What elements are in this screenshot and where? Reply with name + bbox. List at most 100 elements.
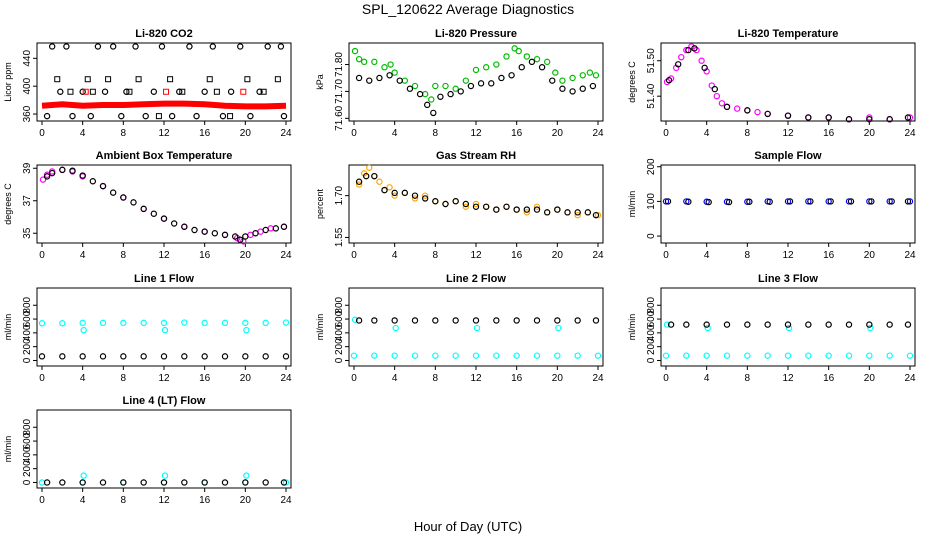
data-point bbox=[57, 88, 64, 95]
data-point bbox=[59, 320, 66, 327]
data-point bbox=[723, 103, 731, 111]
x-tick-label: 16 bbox=[823, 250, 835, 261]
data-point bbox=[105, 76, 112, 83]
series-3 bbox=[41, 100, 287, 110]
data-point bbox=[691, 45, 698, 52]
data-point bbox=[381, 64, 388, 71]
data-point bbox=[38, 353, 46, 360]
data-point bbox=[906, 114, 914, 121]
data-point bbox=[371, 352, 378, 359]
data-point bbox=[140, 479, 147, 486]
data-point bbox=[221, 353, 229, 360]
data-point bbox=[401, 189, 409, 197]
data-point bbox=[355, 181, 363, 188]
data-point bbox=[421, 195, 429, 202]
data-point bbox=[549, 77, 556, 84]
data-point bbox=[744, 198, 751, 205]
data-point bbox=[807, 198, 814, 205]
data-point bbox=[140, 319, 147, 327]
data-point bbox=[675, 61, 682, 68]
data-point bbox=[564, 209, 571, 216]
data-point bbox=[437, 93, 444, 100]
data-point bbox=[665, 77, 673, 84]
x-tick-label: 8 bbox=[121, 250, 127, 261]
y-tick-label: 200 bbox=[646, 338, 657, 355]
data-point bbox=[533, 352, 541, 359]
data-point bbox=[698, 57, 705, 64]
data-point bbox=[59, 479, 66, 486]
y-axis-label: degrees C bbox=[627, 61, 637, 103]
x-tick-label: 16 bbox=[823, 373, 835, 384]
data-point bbox=[523, 206, 531, 213]
data-point bbox=[886, 116, 893, 123]
data-point bbox=[452, 198, 459, 205]
data-point bbox=[355, 317, 363, 324]
data-point bbox=[574, 317, 581, 324]
panel-title: Line 4 (LT) Flow bbox=[123, 395, 206, 407]
data-point bbox=[432, 352, 439, 359]
data-point bbox=[355, 178, 363, 185]
y-axis-label: percent bbox=[315, 188, 325, 219]
data-point bbox=[206, 76, 213, 83]
x-tick-label: 16 bbox=[511, 373, 523, 384]
panel-0: Li-820 CO2 0 4 8 12 16 20 24 360 400 440 Licor ppm bbox=[3, 28, 292, 139]
data-point bbox=[703, 352, 710, 359]
data-point bbox=[543, 58, 551, 66]
y-tick-label: 71.70 bbox=[334, 78, 345, 103]
data-point bbox=[827, 198, 834, 205]
data-point bbox=[371, 317, 378, 324]
data-point bbox=[237, 43, 244, 50]
data-point bbox=[142, 112, 149, 120]
data-point bbox=[733, 105, 741, 112]
data-point bbox=[718, 100, 726, 107]
series-1 bbox=[665, 45, 912, 123]
data-point bbox=[355, 74, 363, 82]
data-point bbox=[725, 198, 733, 206]
data-point bbox=[472, 317, 480, 324]
y-tick-label: 440 bbox=[22, 50, 33, 67]
y-tick-label: 100 bbox=[646, 193, 657, 210]
data-point bbox=[447, 90, 454, 98]
data-point bbox=[825, 114, 832, 121]
data-point bbox=[723, 352, 731, 359]
data-point bbox=[161, 326, 169, 334]
data-point bbox=[685, 46, 692, 54]
data-point bbox=[231, 233, 239, 240]
data-point bbox=[482, 203, 490, 210]
data-point bbox=[267, 225, 274, 232]
data-point bbox=[201, 228, 208, 235]
data-point bbox=[244, 76, 251, 83]
data-point bbox=[59, 353, 66, 360]
data-point bbox=[391, 352, 398, 359]
data-point bbox=[586, 69, 594, 76]
data-point bbox=[866, 352, 873, 359]
data-point bbox=[282, 353, 290, 360]
data-point bbox=[391, 69, 398, 76]
plot-frame bbox=[36, 164, 292, 244]
data-point bbox=[515, 47, 522, 55]
y-tick-label: 800 bbox=[22, 296, 33, 313]
data-point bbox=[592, 317, 600, 324]
data-point bbox=[574, 209, 581, 216]
data-point bbox=[662, 352, 670, 359]
x-tick-label: 24 bbox=[592, 128, 604, 139]
x-tick-label: 20 bbox=[240, 250, 252, 261]
data-point bbox=[411, 195, 419, 202]
x-tick-label: 16 bbox=[823, 128, 835, 139]
data-point bbox=[155, 113, 162, 120]
data-point bbox=[392, 324, 399, 332]
data-point bbox=[554, 352, 561, 359]
data-point bbox=[243, 326, 250, 334]
data-point bbox=[594, 352, 602, 359]
data-point bbox=[39, 176, 47, 183]
data-point bbox=[262, 479, 269, 486]
x-tick-label: 12 bbox=[782, 128, 794, 139]
data-point bbox=[262, 353, 269, 360]
data-point bbox=[678, 53, 685, 61]
data-point bbox=[886, 198, 893, 205]
y-axis-label: Licor ppm bbox=[3, 62, 13, 102]
data-point bbox=[784, 112, 792, 119]
y-tick-label: 0 bbox=[334, 357, 345, 363]
panel-title: Gas Stream RH bbox=[436, 150, 516, 162]
y-tick-label: 71.60 bbox=[334, 105, 345, 130]
